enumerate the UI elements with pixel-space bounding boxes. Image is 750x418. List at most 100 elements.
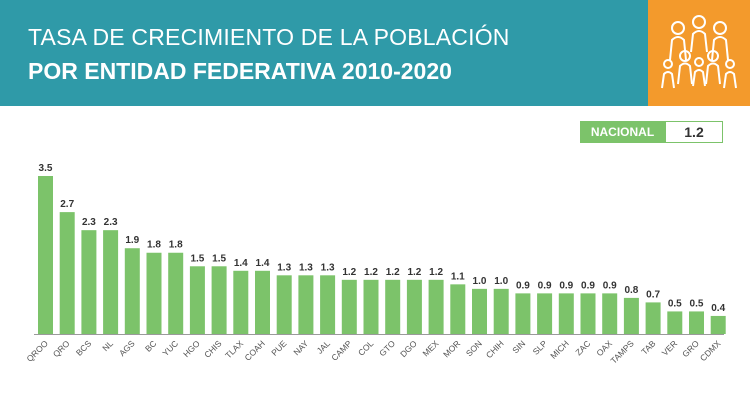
x-tick-label: TLAX: [223, 338, 245, 360]
bar-sin: [515, 293, 531, 334]
data-label: 1.2: [429, 267, 443, 278]
x-tick-label: PUE: [269, 338, 289, 358]
x-tick-label: CHIS: [202, 338, 224, 360]
data-label: 1.8: [169, 240, 183, 251]
x-tick-label: QRO: [51, 338, 72, 359]
bar-bcs: [81, 230, 97, 334]
bar-yuc: [168, 252, 184, 334]
national-value: 1.2: [665, 121, 723, 143]
data-label: 1.4: [234, 258, 248, 269]
x-tick-label: TAMPS: [608, 338, 636, 366]
x-tick-label: HGO: [181, 338, 202, 359]
bar-dgo: [406, 279, 422, 334]
x-tick-label: CDMX: [698, 338, 723, 363]
bar-gto: [385, 279, 401, 334]
data-label: 0.8: [624, 285, 638, 296]
x-tick-label: YUC: [160, 338, 180, 358]
data-label: 1.0: [494, 276, 508, 287]
data-label: 1.2: [364, 267, 378, 278]
x-tick-label: COAH: [242, 338, 266, 362]
data-label: 1.3: [277, 262, 291, 273]
bar-mex: [428, 279, 444, 334]
x-tick-label: JAL: [315, 338, 333, 356]
data-label: 3.5: [39, 163, 53, 174]
data-label: 0.7: [646, 289, 660, 300]
x-tick-label: QROO: [24, 338, 50, 364]
bar-chih: [493, 288, 509, 334]
x-tick-label: GTO: [377, 338, 397, 358]
title-banner: TASA DE CRECIMIENTO DE LA POBLACIÓN POR …: [0, 0, 648, 106]
data-label: 1.1: [451, 271, 465, 282]
data-label: 1.0: [473, 276, 487, 287]
x-tick-label: CAMP: [329, 338, 354, 363]
bar-pue: [276, 275, 292, 334]
bar-camp: [341, 279, 357, 334]
data-label: 0.9: [581, 280, 595, 291]
bar-mor: [450, 284, 466, 334]
data-label: 0.9: [559, 280, 573, 291]
data-label: 0.5: [690, 298, 704, 309]
bar-nay: [298, 275, 314, 334]
data-label: 0.9: [516, 280, 530, 291]
national-label: NACIONAL: [580, 121, 665, 143]
bar-tlax: [233, 270, 249, 334]
bar-nl: [103, 230, 119, 334]
data-label: 0.9: [538, 280, 552, 291]
bar-hgo: [189, 266, 205, 334]
bar-bc: [146, 252, 162, 334]
data-label: 0.5: [668, 298, 682, 309]
x-tick-label: CHIH: [484, 338, 506, 360]
bar-gro: [689, 311, 704, 334]
data-label: 1.4: [256, 258, 270, 269]
chart-title-line-1: TASA DE CRECIMIENTO DE LA POBLACIÓN: [28, 24, 510, 50]
x-tick-label: DGO: [398, 338, 419, 359]
bar-tamps: [623, 297, 639, 334]
data-label: 1.2: [386, 267, 400, 278]
x-tick-label: NL: [100, 338, 115, 353]
bar-slp: [537, 293, 553, 334]
data-label: 1.9: [125, 235, 139, 246]
data-label: 0.4: [711, 303, 725, 314]
x-tick-label: MICH: [548, 338, 570, 360]
family-people-icon: [661, 15, 737, 89]
data-label: 2.3: [104, 217, 118, 228]
bar-oax: [602, 293, 618, 334]
bar-cdmx: [710, 315, 726, 334]
x-tick-label: BC: [143, 338, 158, 353]
data-label: 1.8: [147, 240, 161, 251]
x-tick-label: TAB: [639, 338, 658, 357]
bar-ags: [124, 248, 140, 334]
x-tick-label: VER: [660, 338, 679, 357]
data-label: 1.3: [299, 262, 313, 273]
x-tick-label: SIN: [510, 338, 527, 355]
x-tick-label: COL: [356, 338, 376, 358]
bar-mich: [558, 293, 574, 334]
bar-chis: [211, 266, 227, 334]
logo-box: [648, 0, 750, 106]
bar-son: [472, 288, 487, 334]
data-label: 2.3: [82, 217, 96, 228]
x-tick-label: SON: [464, 338, 484, 358]
data-label: 1.5: [212, 253, 226, 264]
chart-title-line-2: POR ENTIDAD FEDERATIVA 2010-2020: [28, 58, 452, 84]
bar-tab: [645, 302, 661, 334]
x-tick-label: NAY: [291, 338, 310, 357]
bar-zac: [580, 293, 596, 334]
data-label: 0.9: [603, 280, 617, 291]
bar-qroo: [38, 176, 53, 334]
bar-qro: [59, 212, 75, 334]
x-tick-label: MEX: [420, 338, 440, 358]
x-tick-label: SLP: [531, 338, 550, 357]
bar-jal: [320, 275, 336, 334]
data-label: 1.5: [190, 253, 204, 264]
data-label: 1.2: [342, 267, 356, 278]
x-tick-label: BCS: [74, 338, 94, 358]
x-tick-label: MOR: [441, 338, 462, 359]
bar-ver: [667, 311, 683, 334]
data-label: 1.2: [407, 267, 421, 278]
data-label: 2.7: [60, 199, 74, 210]
bar-col: [363, 279, 379, 334]
bar-coah: [255, 270, 270, 334]
x-tick-label: AGS: [117, 338, 137, 358]
